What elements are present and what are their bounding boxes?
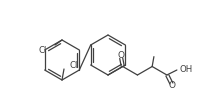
Text: OH: OH [180,64,193,74]
Text: Cl: Cl [70,61,78,70]
Text: Cl: Cl [39,46,47,54]
Text: O: O [168,81,175,90]
Text: O: O [117,51,124,60]
